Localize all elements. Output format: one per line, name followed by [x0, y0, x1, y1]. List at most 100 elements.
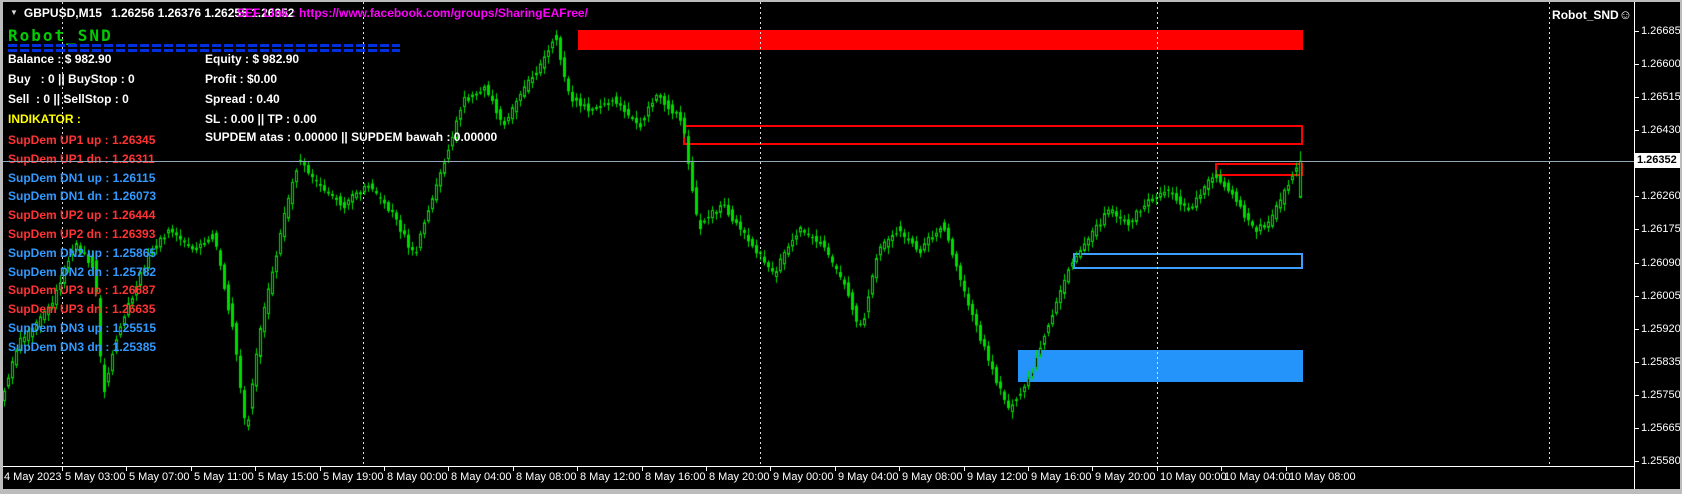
time-axis-tick — [1092, 467, 1093, 471]
window-border-bottom — [0, 489, 1682, 494]
buy-count-text: Buy : 0 || BuyStop : 0 — [8, 72, 135, 86]
time-axis-tick — [1221, 467, 1222, 471]
price-axis-tick — [1635, 196, 1639, 197]
time-axis-label: 9 May 20:00 — [1095, 471, 1156, 483]
supdem-level: SupDem DN1 dn : 1.26073 — [8, 189, 157, 203]
price-axis-tick — [1635, 130, 1639, 131]
time-axis[interactable] — [3, 467, 1680, 489]
chart-bottom-border — [3, 466, 1634, 467]
time-axis-tick — [770, 467, 771, 471]
sl-tp-text: SL : 0.00 || TP : 0.00 — [205, 112, 317, 126]
time-axis-label: 8 May 20:00 — [709, 471, 770, 483]
price-axis-label: 1.26175 — [1641, 223, 1681, 235]
spread-text: Spread : 0.40 — [205, 92, 280, 106]
time-axis-tick — [320, 467, 321, 471]
time-axis-label: 10 May 08:00 — [1289, 471, 1356, 483]
ea-badge-name: Robot_SND — [1552, 8, 1619, 22]
time-axis-tick — [642, 467, 643, 471]
time-axis-label: 9 May 00:00 — [773, 471, 834, 483]
time-axis-tick — [384, 467, 385, 471]
time-axis-tick — [448, 467, 449, 471]
price-axis-label: 1.25920 — [1641, 323, 1681, 335]
sef-link-text: SEF Link : https://www.facebook.com/grou… — [237, 6, 588, 20]
price-axis-label: 1.25835 — [1641, 356, 1681, 368]
price-axis-tick — [1635, 362, 1639, 363]
equity-text: Equity : $ 982.90 — [205, 52, 300, 66]
time-axis-tick — [899, 467, 900, 471]
time-axis-tick — [706, 467, 707, 471]
supdem-level: SupDem DN2 dn : 1.25782 — [8, 265, 157, 279]
price-axis-tick — [1635, 461, 1639, 462]
time-axis-tick — [191, 467, 192, 471]
supdem-level: SupDem UP1 up : 1.26345 — [8, 133, 156, 147]
price-axis-label: 1.26515 — [1641, 91, 1681, 103]
price-axis-label: 1.26600 — [1641, 58, 1681, 70]
time-axis-tick — [126, 467, 127, 471]
price-axis-separator-line — [1634, 2, 1635, 489]
chart-title-overlay: ▼ GBPUSD,M15 1.26256 1.26376 1.26255 1.263… — [10, 6, 294, 20]
window-border-right — [1680, 0, 1682, 494]
price-axis-tick — [1635, 31, 1639, 32]
bid-price-line — [3, 161, 1634, 162]
time-axis-label: 8 May 08:00 — [516, 471, 577, 483]
time-axis-label: 4 May 2023 — [4, 471, 62, 483]
price-axis-label: 1.26260 — [1641, 190, 1681, 202]
smiley-icon: ☺ — [1618, 7, 1632, 22]
window-border-left — [0, 0, 3, 494]
window-border-top — [0, 0, 1682, 2]
time-axis-label: 5 May 07:00 — [129, 471, 190, 483]
price-axis-tick — [1635, 329, 1639, 330]
supdem-totals-text: SUPDEM atas : 0.00000 || SUPDEM bawah : … — [205, 130, 498, 144]
time-axis-label: 5 May 11:00 — [194, 471, 254, 483]
price-axis-label: 1.26090 — [1641, 257, 1681, 269]
price-axis-label: 1.25580 — [1641, 455, 1681, 467]
panel-divider-dashes — [8, 44, 400, 52]
time-axis-tick — [1028, 467, 1029, 471]
supdem-level: SupDem UP2 dn : 1.26393 — [8, 227, 156, 241]
time-axis-label: 5 May 15:00 — [258, 471, 319, 483]
chevron-down-icon[interactable]: ▼ — [10, 8, 18, 17]
symbol-period-label: GBPUSD,M15 — [23, 6, 102, 20]
time-axis-label: 9 May 04:00 — [838, 471, 899, 483]
price-axis-label: 1.25750 — [1641, 389, 1681, 401]
time-axis-tick — [835, 467, 836, 471]
price-axis-tick — [1635, 263, 1639, 264]
price-axis-tick — [1635, 428, 1639, 429]
ea-badge: Robot_SND☺ — [1540, 7, 1632, 22]
time-axis-tick — [513, 467, 514, 471]
bid-price-label: 1.26352 — [1635, 153, 1682, 168]
supdem-level: SupDem DN3 dn : 1.25385 — [8, 340, 157, 354]
time-axis-label: 9 May 08:00 — [902, 471, 963, 483]
supdem-level: SupDem DN3 up : 1.25515 — [8, 321, 157, 335]
profit-text: Profit : $0.00 — [205, 72, 278, 86]
time-axis-tick — [964, 467, 965, 471]
time-axis-label: 8 May 00:00 — [387, 471, 448, 483]
time-axis-label: 10 May 00:00 — [1160, 471, 1227, 483]
time-axis-label: 8 May 12:00 — [580, 471, 641, 483]
supdem-level: SupDem UP3 up : 1.26687 — [8, 283, 156, 297]
time-axis-label: 8 May 04:00 — [451, 471, 512, 483]
indikator-label: INDIKATOR : — [8, 112, 81, 126]
time-axis-tick — [577, 467, 578, 471]
supdem-level: SupDem DN2 up : 1.25865 — [8, 246, 157, 260]
supdem-level: SupDem UP2 up : 1.26444 — [8, 208, 156, 222]
time-axis-tick — [1286, 467, 1287, 471]
ohlc-values: 1.26256 1.26376 1.26255 1.26352 — [110, 6, 295, 20]
candlestick-chart — [0, 0, 1634, 467]
price-axis-tick — [1635, 395, 1639, 396]
price-axis-tick — [1635, 97, 1639, 98]
balance-text: Balance : $ 982.90 — [8, 52, 112, 66]
price-axis-label: 1.26430 — [1641, 124, 1681, 136]
time-axis-tick — [62, 467, 63, 471]
time-axis-label: 5 May 03:00 — [65, 471, 126, 483]
price-axis-label: 1.26005 — [1641, 290, 1681, 302]
supdem-level: SupDem UP1 dn : 1.26311 — [8, 152, 155, 166]
time-axis-label: 8 May 16:00 — [645, 471, 706, 483]
supdem-level: SupDem DN1 up : 1.26115 — [8, 171, 156, 185]
price-axis-tick — [1635, 296, 1639, 297]
panel-title: Robot_SND — [8, 26, 113, 45]
supdem-level: SupDem UP3 dn : 1.26635 — [8, 302, 156, 316]
time-axis-label: 9 May 12:00 — [967, 471, 1028, 483]
time-axis-label: 9 May 16:00 — [1031, 471, 1092, 483]
